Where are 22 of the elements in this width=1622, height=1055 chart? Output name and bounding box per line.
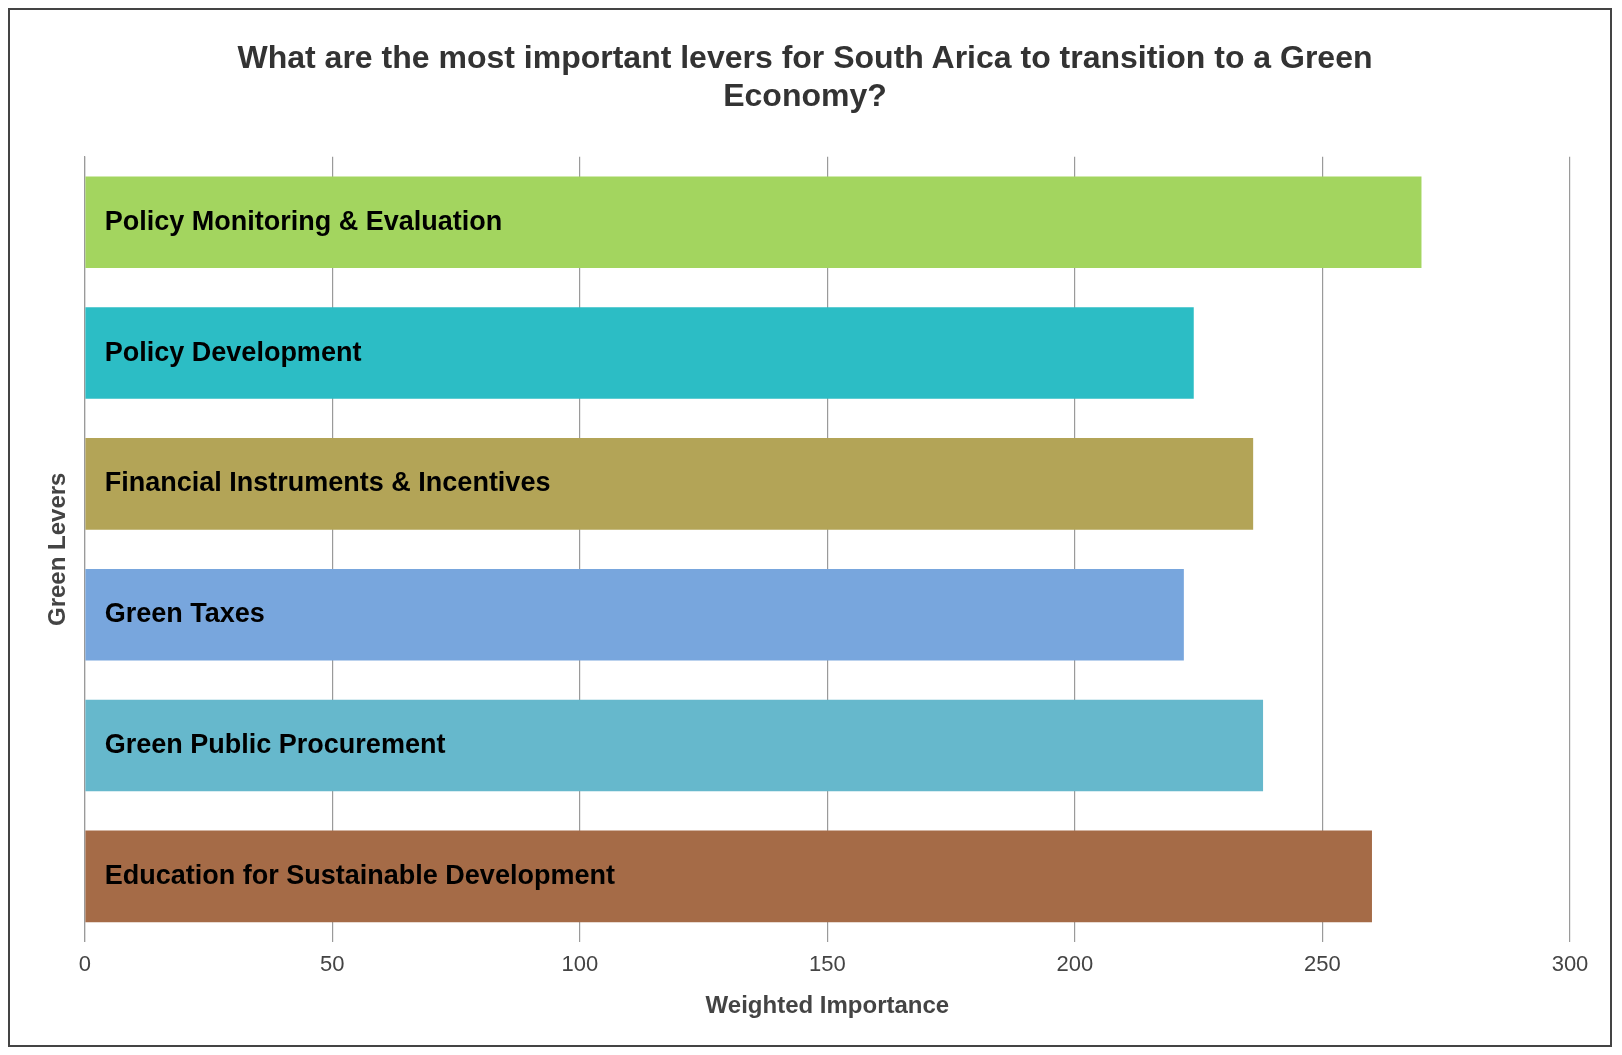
x-tick-label: 0 bbox=[78, 951, 91, 977]
x-axis-title: Weighted Importance bbox=[705, 991, 950, 1019]
y-axis-title: Green Levers bbox=[43, 472, 71, 627]
bar bbox=[85, 568, 1184, 661]
x-tick-label: 100 bbox=[561, 951, 599, 977]
bar bbox=[85, 176, 1422, 269]
y-tick-label: Green Taxes bbox=[104, 598, 265, 629]
y-tick-label: Policy Monitoring & Evaluation bbox=[104, 205, 503, 236]
chart-title: What are the most important levers for South Arica to transition to a Green Economy? bbox=[237, 39, 1373, 114]
x-tick-label: 200 bbox=[1056, 951, 1094, 977]
x-tick-label: 250 bbox=[1304, 951, 1341, 977]
y-tick-label: Green Public Procurement bbox=[104, 729, 446, 759]
y-tick-label: Financial Instruments & Incentives bbox=[104, 467, 551, 498]
x-tick-label: 150 bbox=[809, 951, 846, 977]
bar bbox=[85, 830, 1372, 923]
bar bbox=[85, 699, 1264, 792]
x-tick-label: 50 bbox=[320, 951, 345, 977]
x-tick-label: 300 bbox=[1551, 951, 1589, 977]
y-tick-label: Education for Sustainable Development bbox=[104, 859, 615, 890]
bar bbox=[85, 307, 1194, 399]
y-tick-label: Policy Development bbox=[104, 336, 362, 367]
bar bbox=[85, 438, 1254, 530]
